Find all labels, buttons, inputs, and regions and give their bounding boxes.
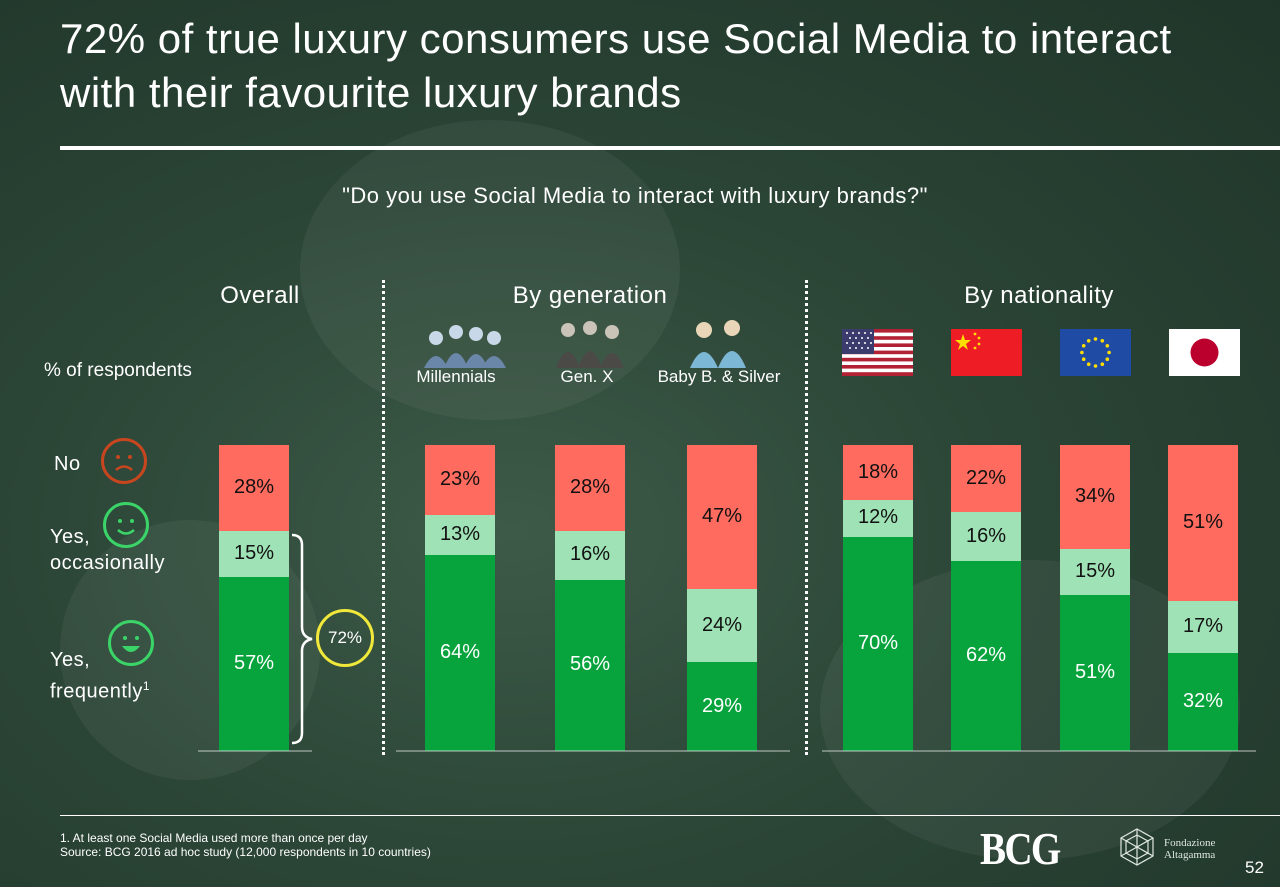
data-label: 28%: [569, 475, 611, 498]
data-label: 34%: [1074, 485, 1116, 508]
background-decoration: [300, 120, 680, 420]
altagamma-logo-icon: [1120, 828, 1154, 866]
page-number: 52: [1245, 858, 1264, 877]
footnote: 1. At least one Social Media used more t…: [60, 831, 431, 859]
bar-segment-no: [1060, 445, 1130, 551]
bar-segment-frequently: [843, 536, 913, 751]
data-label: 64%: [439, 641, 481, 664]
bar-segment-no: [219, 445, 289, 532]
stacked-bar: 28% 16% 56%: [555, 445, 625, 751]
x-axis-baseline: [198, 750, 312, 752]
bar-segment-frequently: [1168, 653, 1238, 751]
section-overall-header: Overall: [220, 282, 300, 309]
yes-total-brace: [291, 533, 313, 745]
data-label: 47%: [701, 504, 743, 527]
stacked-bar: 34% 15% 51%: [1060, 445, 1130, 751]
bar-segment-frequently: [219, 576, 289, 751]
bar-segment-frequently: [687, 662, 757, 751]
bar-segment-no: [555, 445, 625, 532]
data-label: 12%: [857, 506, 899, 529]
legend-occasionally-label: Yes, occasionally: [50, 526, 165, 574]
bar-segment-frequently: [1060, 594, 1130, 751]
legend-no-label: No: [54, 453, 81, 475]
bar-segment-frequently: [425, 555, 495, 751]
footnote-source: Source: BCG 2016 ad hoc study (12,000 re…: [60, 845, 431, 859]
section-generation-header: By generation: [512, 282, 668, 309]
footnote-definition: 1. At least one Social Media used more t…: [60, 831, 368, 845]
yes-total-callout: 72%: [316, 609, 374, 667]
altagamma-logo-text: Fondazione Altagamma: [1164, 837, 1216, 861]
data-label: 24%: [701, 613, 743, 636]
eu-flag-icon: [1060, 329, 1131, 376]
data-label: 32%: [1182, 690, 1224, 713]
data-label: 13%: [439, 523, 481, 546]
sad-face-icon: [101, 438, 147, 484]
bar-segment-no: [843, 445, 913, 502]
data-label: 62%: [965, 644, 1007, 667]
data-label: 57%: [233, 651, 275, 674]
survey-question: "Do you use Social Media to interact wit…: [342, 183, 928, 208]
data-label: 29%: [701, 694, 743, 717]
bar-segment-occasionally: [1060, 549, 1130, 596]
stacked-bar: 51% 17% 32%: [1168, 445, 1238, 751]
data-label: 51%: [1074, 660, 1116, 683]
data-label: 15%: [233, 541, 275, 564]
data-label: 56%: [569, 653, 611, 676]
stacked-bar: 28% 15% 57%: [219, 445, 289, 751]
data-label: 23%: [439, 468, 481, 491]
label-millennials: Millennials: [416, 367, 496, 386]
footer-divider: [60, 815, 1280, 816]
label-gen-x: Gen. X: [560, 367, 614, 386]
bar-segment-frequently: [951, 561, 1021, 751]
stacked-bar: 47% 24% 29%: [687, 445, 757, 751]
section-nationality-header: By nationality: [964, 282, 1114, 309]
section-divider: [805, 280, 808, 755]
stacked-bar: 23% 13% 64%: [425, 445, 495, 751]
bar-segment-no: [687, 445, 757, 590]
slide-title: 72% of true luxury consumers use Social …: [60, 15, 1172, 116]
label-baby-boomers-silver: Baby B. & Silver: [657, 367, 781, 386]
section-divider: [382, 280, 385, 755]
bar-segment-frequently: [555, 579, 625, 751]
x-axis-baseline: [396, 750, 790, 752]
data-label: 17%: [1182, 615, 1224, 638]
smiley-face-icon: [103, 502, 149, 548]
china-flag-icon: [951, 329, 1022, 376]
title-divider: [60, 146, 1280, 150]
gen-x-people-icon: [556, 321, 624, 368]
data-label: 16%: [569, 543, 611, 566]
stacked-bar: 22% 16% 62%: [951, 445, 1021, 751]
x-axis-baseline: [822, 750, 1256, 752]
data-label: 16%: [965, 524, 1007, 547]
data-label: 22%: [965, 466, 1007, 489]
data-label: 51%: [1182, 511, 1224, 534]
us-flag-icon: [842, 329, 913, 376]
legend-frequently-label: Yes, frequently1: [50, 649, 151, 703]
stacked-bar: 18% 12% 70%: [843, 445, 913, 751]
millennials-people-icon: [424, 325, 506, 368]
japan-flag-icon: [1169, 329, 1240, 376]
y-axis-label: % of respondents: [44, 360, 192, 381]
bar-segment-occasionally: [687, 588, 757, 664]
data-label: 15%: [1074, 559, 1116, 582]
data-label: 28%: [233, 475, 275, 498]
bcg-logo: BCG: [980, 823, 1061, 874]
data-label: 18%: [857, 460, 899, 483]
data-label: 70%: [857, 631, 899, 654]
big-smile-face-icon: [108, 620, 154, 666]
baby-boomers-people-icon: [690, 320, 746, 368]
